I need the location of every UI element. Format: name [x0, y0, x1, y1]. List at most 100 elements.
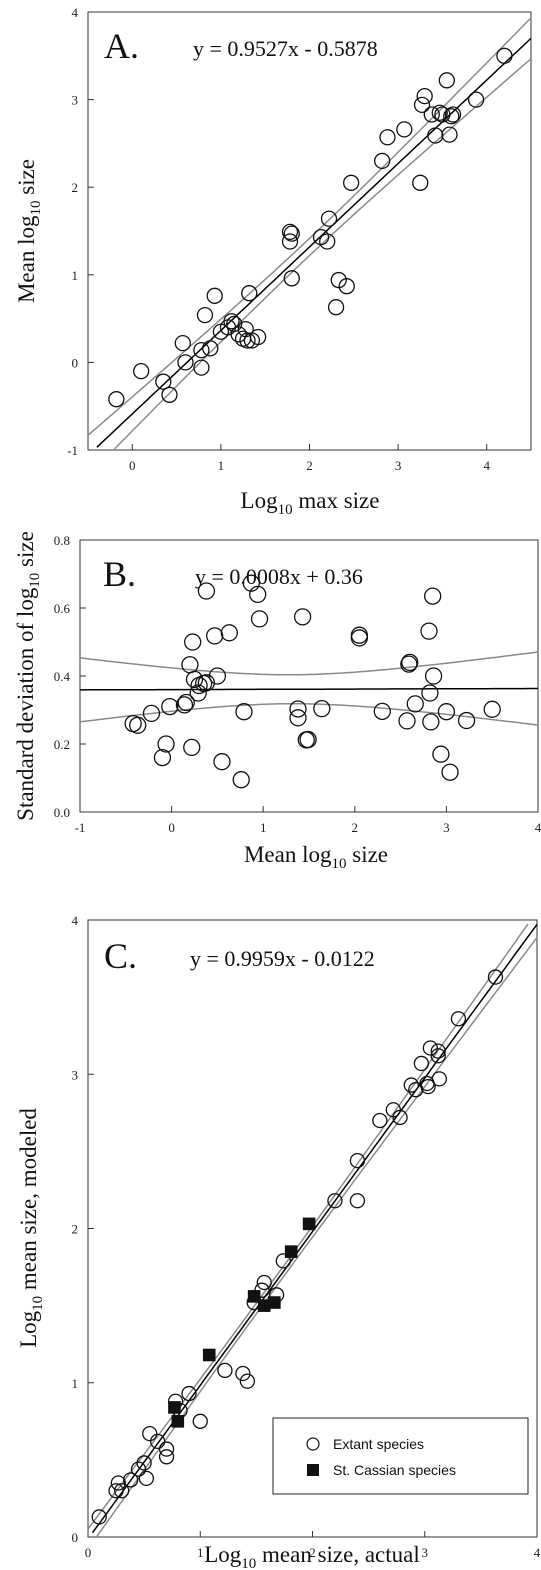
panel-c-circle-point — [239, 1373, 256, 1389]
panel-a-circle-point — [412, 174, 429, 191]
panel-b-circle-point — [289, 700, 307, 718]
panel-a-x-ticks: 0 1 2 3 4 — [129, 444, 490, 473]
panel-a-circle-point — [239, 332, 256, 349]
legend-extant-label: Extant species — [333, 1436, 424, 1452]
panel-a-circle-point — [496, 47, 513, 64]
panel-c-circle-point — [349, 1152, 366, 1169]
panel-a-circle-point — [223, 313, 240, 330]
panel-c-circle-point — [413, 1055, 430, 1072]
panel-a-circle-point — [467, 91, 485, 108]
panel-a-circle-point — [193, 359, 210, 376]
panel-c-square-point — [247, 1290, 261, 1303]
panel-c-ci-upper — [87, 923, 529, 1530]
panel-c-circle-point — [110, 1475, 126, 1491]
panel-a-circle-point — [416, 87, 433, 105]
panel-c-circle-point — [91, 1509, 107, 1525]
panel-b-circle-point — [313, 699, 331, 718]
panel-a-circle-point — [438, 72, 455, 89]
panel-b-circle-point — [299, 730, 317, 749]
panel-b-circle-point — [424, 587, 442, 605]
panel-b-circle-point — [142, 704, 161, 723]
panel-a-x-axis-label: Log10 max size — [241, 488, 380, 518]
panel-a-circle-point — [283, 270, 300, 287]
panel-b-circle-point — [181, 656, 199, 674]
panel-c-label: C. — [104, 936, 137, 976]
panel-c-x-tick-label: 3 — [422, 1545, 429, 1560]
panel-a-circle-point — [441, 126, 458, 143]
panel-b-x-tick-label: 4 — [535, 820, 541, 835]
panel-c-x-axis-label: Log10 mean size, actual — [204, 1542, 420, 1570]
panel-a-y-tick-label: 2 — [72, 180, 79, 195]
panel-b-x-tick-label: 3 — [443, 820, 450, 835]
panel-c-circle-point — [430, 1043, 446, 1059]
panel-c-circle-point — [372, 1112, 388, 1129]
panel-c-y-axis-label: Log10 mean size, modeled — [16, 1108, 46, 1348]
panel-b-circle-point — [437, 703, 456, 721]
panel-c-x-ticks: 0 1 2 3 4 — [85, 1531, 541, 1560]
panel-c-circle-point — [114, 1483, 130, 1499]
panel-c-circle-point — [136, 1455, 152, 1471]
panel-c-circle-point — [327, 1193, 343, 1209]
panel-a-circle-point — [161, 386, 178, 403]
panel-b-circle-point — [177, 693, 195, 712]
panel-c-circle-point — [431, 1071, 447, 1087]
panel-b-circle-point — [184, 633, 202, 651]
panel-b-circle-point — [457, 711, 476, 730]
panel-b-circle-point — [206, 627, 224, 645]
panel-b-y-tick-label: 0.6 — [54, 601, 71, 616]
panel-a-x-tick-label: 4 — [483, 458, 490, 473]
panel-c-square-point — [202, 1348, 216, 1362]
panel-c-x-tick-label: 0 — [85, 1545, 92, 1560]
panel-a-circle-point — [338, 278, 355, 295]
panel-c-circle-point — [403, 1077, 419, 1093]
panel-a-circle-point — [108, 391, 125, 408]
panel-b-ci-lower — [79, 702, 539, 726]
panel-c-circle-point — [420, 1078, 436, 1095]
panel-b-circle-point — [400, 655, 418, 673]
panel-b-confidence-band — [79, 651, 539, 726]
panel-c-circle-point — [349, 1193, 366, 1209]
panel-b-equation: y = 0.0008x + 0.36 — [195, 564, 363, 589]
panel-b-x-axis-label: Mean log10 size — [244, 842, 388, 872]
panel-a-circle-point — [155, 373, 172, 390]
panel-b-circle-point — [213, 753, 231, 771]
panel-b-y-tick-label: 0.8 — [54, 533, 70, 548]
panel-a-x-tick-label: 3 — [395, 458, 402, 473]
panel-a: 0 1 2 3 4 -1 0 1 2 3 4 A. y = 0.9527x - 0.5878 Lo… — [14, 5, 532, 518]
panel-b-circle-point — [420, 622, 438, 640]
panel-a-y-tick-label: -1 — [67, 443, 78, 458]
panel-c-square-point — [257, 1299, 271, 1312]
panel-b-y-tick-label: 0.2 — [54, 737, 70, 752]
panel-b-circle-point — [197, 582, 216, 600]
panel-a-circle-point — [196, 306, 214, 324]
panel-a-circle-point — [443, 108, 460, 125]
panel-c-square-point — [302, 1217, 316, 1231]
panel-c-equation: y = 0.9959x - 0.0122 — [190, 946, 375, 971]
panel-a-circle-point — [281, 233, 299, 250]
panel-c-x-tick-label: 2 — [309, 1545, 316, 1560]
panel-c-square-point — [268, 1296, 281, 1309]
panel-c-y-ticks: 0 1 2 3 4 — [72, 913, 94, 1545]
panel-b-regression-line — [80, 687, 538, 691]
panel-c-circle-point — [138, 1470, 155, 1487]
panel-b-circle-point — [232, 771, 250, 789]
panel-b-circle-point — [185, 670, 204, 689]
legend-extant-marker — [306, 1437, 320, 1451]
panel-c-x-tick-label: 4 — [534, 1545, 541, 1560]
panel-a-circle-point — [249, 328, 267, 346]
panel-c-circle-point — [130, 1461, 147, 1477]
panel-a-circle-point — [319, 233, 336, 250]
panel-a-circle-point — [193, 341, 210, 359]
panel-a-circle-point — [396, 121, 413, 138]
panel-b-circle-point — [483, 700, 501, 718]
panel-b-circle-point — [350, 629, 369, 647]
panel-b-circle-point — [422, 713, 440, 731]
panel-a-x-tick-label: 0 — [129, 458, 136, 473]
panel-b-circle-point — [153, 748, 172, 767]
panel-b-circle-point — [293, 608, 312, 626]
panel-a-circle-point — [342, 174, 360, 191]
panel-b-circle-point — [424, 667, 443, 685]
panel-c-circle-point — [275, 1253, 291, 1269]
panel-a-circle-point — [177, 354, 194, 371]
legend-cassian-label: St. Cassian species — [333, 1462, 456, 1478]
